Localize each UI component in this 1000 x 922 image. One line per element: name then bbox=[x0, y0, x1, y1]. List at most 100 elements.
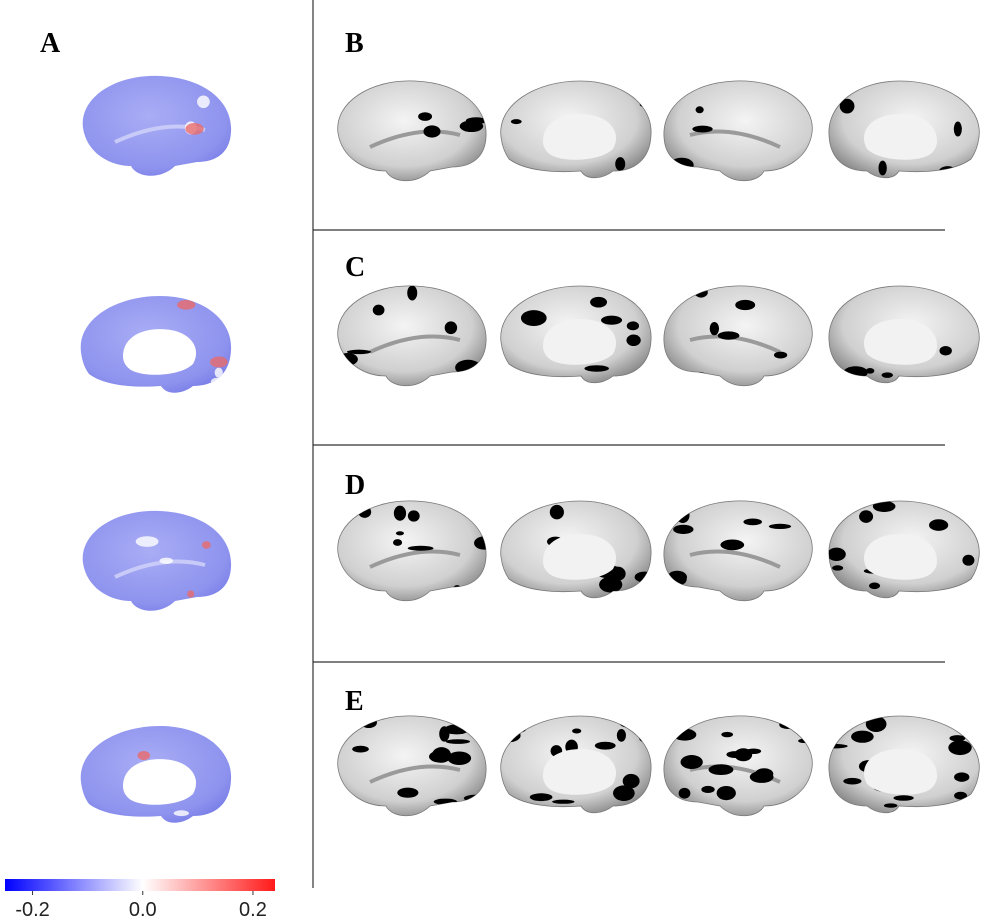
blob bbox=[395, 531, 404, 536]
brain bbox=[663, 285, 813, 387]
blob bbox=[601, 315, 623, 325]
cortex bbox=[663, 80, 813, 182]
features bbox=[369, 112, 487, 149]
blob bbox=[210, 730, 224, 740]
tick-label: 0.0 bbox=[129, 899, 157, 921]
blob bbox=[352, 745, 369, 753]
features bbox=[828, 716, 972, 808]
cortex bbox=[82, 75, 232, 176]
blob bbox=[701, 785, 715, 793]
features bbox=[114, 536, 211, 598]
panel-label: B bbox=[345, 28, 364, 59]
panel-label: A bbox=[40, 28, 61, 59]
blob bbox=[865, 368, 875, 374]
blob bbox=[798, 738, 810, 744]
blob bbox=[510, 119, 522, 125]
blob bbox=[689, 371, 707, 379]
blob bbox=[392, 539, 403, 546]
blob bbox=[721, 731, 734, 738]
blob bbox=[210, 377, 224, 386]
brain bbox=[337, 285, 487, 387]
blob bbox=[743, 518, 763, 526]
blob bbox=[346, 349, 371, 355]
features bbox=[520, 296, 641, 372]
blob bbox=[859, 510, 874, 523]
brain bbox=[500, 80, 652, 179]
cortex bbox=[663, 715, 813, 817]
medial-wall bbox=[863, 749, 937, 795]
blob bbox=[639, 733, 652, 744]
brain bbox=[828, 80, 980, 179]
blob bbox=[939, 346, 952, 356]
blob bbox=[717, 331, 740, 340]
blob bbox=[444, 321, 458, 335]
blob bbox=[673, 524, 694, 534]
blob bbox=[828, 286, 847, 298]
blob bbox=[768, 523, 792, 530]
blob bbox=[599, 576, 623, 593]
blob bbox=[552, 799, 575, 804]
panel-label: C bbox=[345, 252, 365, 283]
blob bbox=[173, 810, 189, 817]
panel-label: D bbox=[345, 470, 365, 501]
sulcus bbox=[369, 129, 461, 149]
blob bbox=[372, 304, 385, 316]
medial-wall bbox=[123, 759, 197, 805]
features bbox=[828, 501, 975, 590]
blob bbox=[839, 98, 855, 114]
medial-wall bbox=[863, 319, 937, 365]
blob bbox=[779, 720, 796, 730]
blob bbox=[881, 372, 893, 378]
sulcus bbox=[689, 129, 781, 149]
medial-wall bbox=[863, 114, 937, 160]
blob bbox=[445, 739, 471, 744]
blob bbox=[455, 359, 481, 376]
blob bbox=[872, 501, 896, 512]
blob bbox=[832, 565, 844, 571]
sulcus bbox=[369, 549, 461, 569]
blob bbox=[615, 157, 626, 171]
brain bbox=[80, 726, 232, 823]
blob bbox=[447, 751, 472, 765]
sulcus bbox=[114, 559, 206, 579]
blob bbox=[441, 800, 463, 813]
blob bbox=[616, 729, 626, 742]
blob bbox=[474, 536, 487, 550]
blob bbox=[620, 720, 642, 728]
brain bbox=[500, 715, 652, 814]
blob bbox=[828, 743, 848, 749]
blob bbox=[159, 557, 174, 564]
blob bbox=[893, 795, 914, 801]
blob bbox=[868, 582, 881, 590]
brain bbox=[82, 510, 232, 611]
cortex bbox=[82, 510, 232, 611]
blob bbox=[82, 159, 91, 167]
brain bbox=[80, 296, 232, 393]
blob bbox=[716, 785, 736, 801]
blob bbox=[676, 507, 690, 523]
features bbox=[673, 720, 810, 801]
blob bbox=[735, 299, 756, 311]
panel-label: E bbox=[345, 686, 364, 717]
blob bbox=[708, 764, 734, 776]
blob bbox=[709, 321, 720, 336]
blob bbox=[463, 794, 487, 802]
blob bbox=[137, 750, 151, 761]
blob bbox=[938, 166, 957, 178]
colorbar bbox=[5, 879, 275, 891]
blob bbox=[948, 740, 972, 756]
brain bbox=[337, 80, 487, 182]
blob bbox=[726, 751, 744, 759]
brain bbox=[663, 715, 813, 817]
blob bbox=[594, 741, 616, 750]
blob bbox=[214, 367, 223, 378]
blob bbox=[828, 547, 846, 561]
blob bbox=[451, 585, 463, 601]
blob bbox=[407, 285, 418, 301]
blob bbox=[210, 356, 228, 368]
blob bbox=[773, 351, 788, 359]
blob bbox=[954, 772, 970, 782]
sulcus bbox=[369, 764, 461, 784]
cortex bbox=[337, 80, 487, 182]
blob bbox=[439, 726, 450, 742]
